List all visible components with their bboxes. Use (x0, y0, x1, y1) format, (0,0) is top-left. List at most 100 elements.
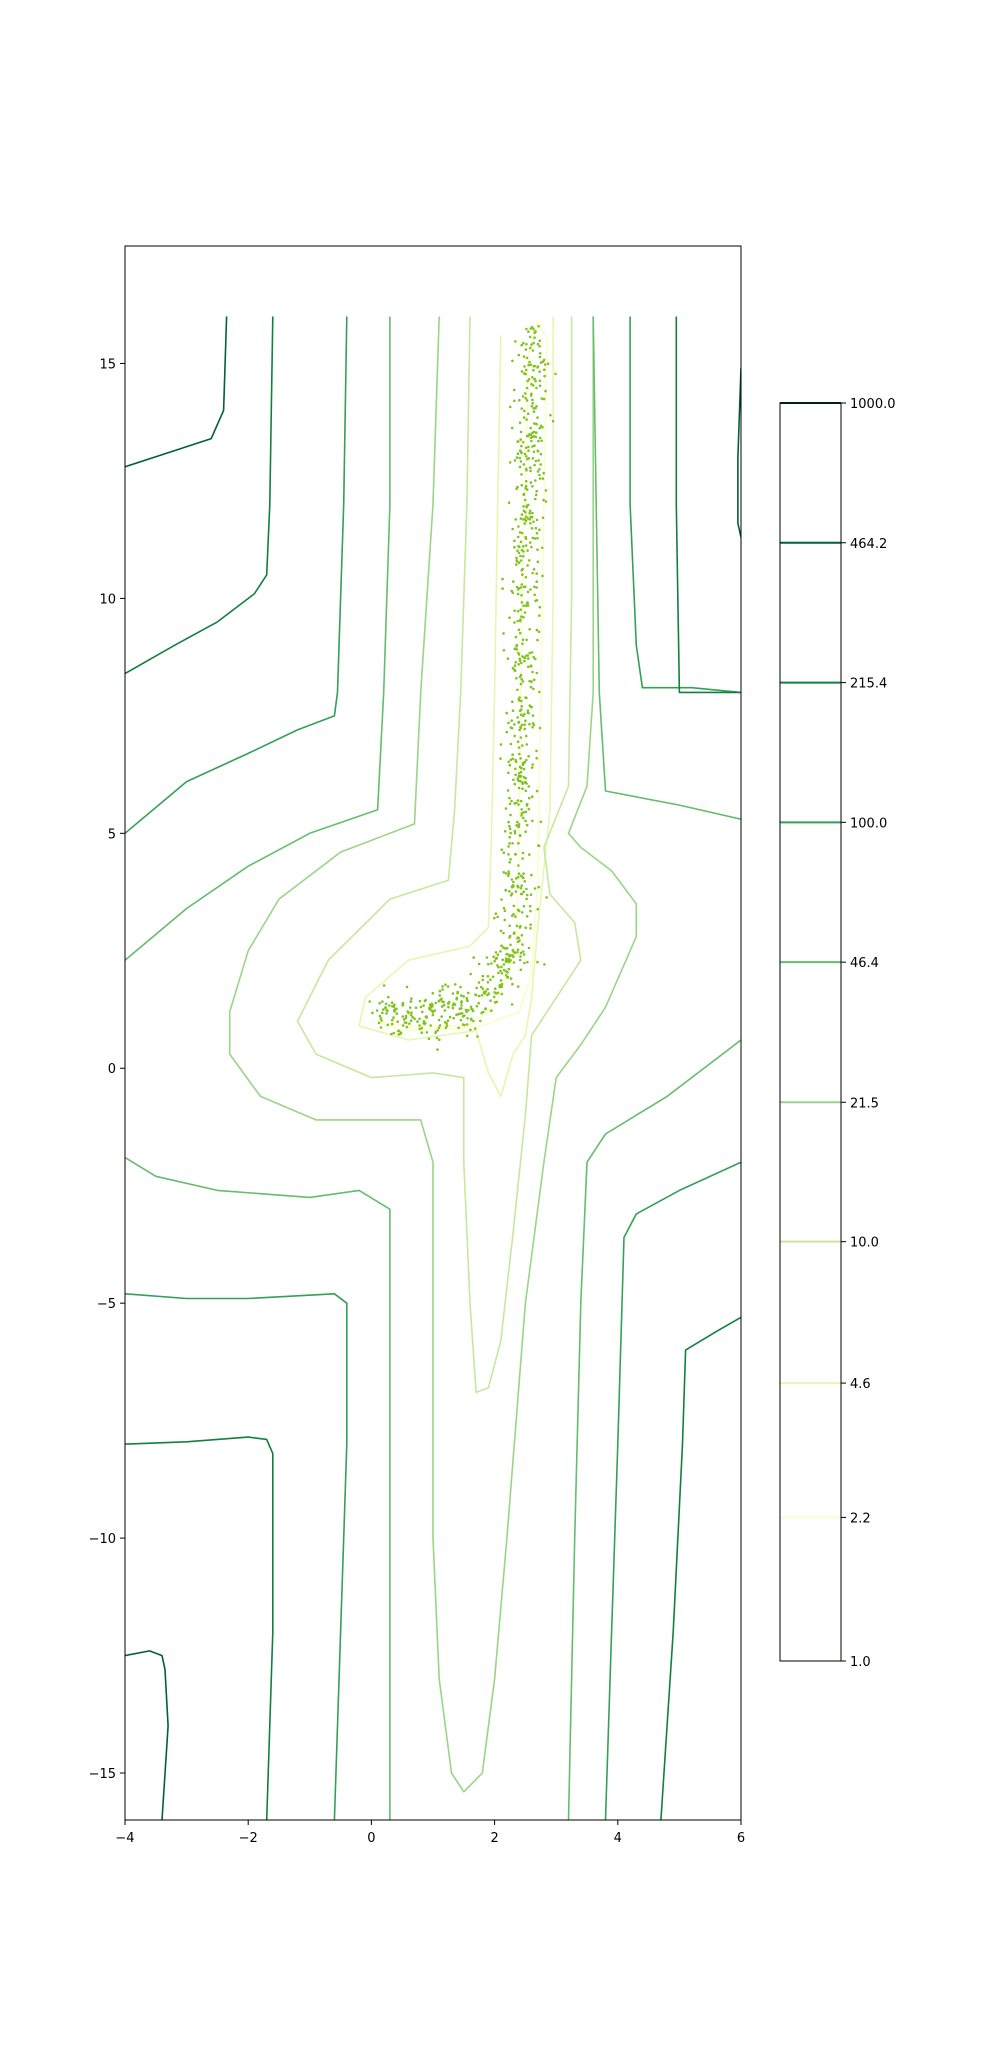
scatter-point (434, 1031, 437, 1035)
scatter-point (491, 975, 495, 979)
scatter-point (514, 773, 517, 777)
scatter-point (521, 744, 524, 747)
scatter-point (489, 999, 492, 1002)
contour-line-46.4-0 (125, 316, 391, 961)
scatter-point (524, 392, 527, 395)
scatter-point (395, 1012, 399, 1015)
scatter-point (531, 795, 534, 798)
scatter-point (507, 845, 510, 848)
scatter-point (537, 459, 540, 462)
scatter-point (508, 461, 512, 464)
scatter-point (493, 1001, 497, 1004)
scatter-point (465, 1034, 469, 1038)
scatter-point (520, 407, 524, 410)
scatter-point (522, 872, 525, 875)
scatter-point (539, 820, 543, 824)
scatter-point (481, 1010, 485, 1014)
scatter-point (526, 379, 529, 383)
scatter-point (429, 1024, 433, 1027)
scatter-point (541, 477, 545, 480)
scatter-point (542, 498, 545, 502)
scatter-point (517, 663, 520, 666)
scatter-point (436, 1048, 439, 1051)
scatter-point (517, 909, 521, 913)
scatter-point (509, 858, 512, 861)
scatter-point (521, 876, 524, 879)
scatter-point (510, 426, 514, 430)
scatter-point (515, 585, 519, 589)
scatter-point (514, 647, 517, 651)
scatter-point (440, 1005, 444, 1008)
scatter-point (469, 1005, 473, 1009)
scatter-point (514, 767, 517, 771)
x-tick-label: 4 (614, 1831, 622, 1846)
scatter-point (535, 671, 539, 675)
scatter-point (512, 580, 515, 583)
scatter-point (522, 463, 526, 466)
scatter-point (501, 577, 504, 581)
scatter-point (512, 388, 516, 392)
scatter-point (446, 985, 450, 988)
scatter-point (533, 887, 537, 890)
scatter-point (520, 678, 523, 681)
scatter-point (527, 363, 530, 367)
scatter-point (518, 834, 522, 837)
scatter-point (530, 873, 533, 877)
scatter-point (504, 889, 508, 892)
scatter-point (522, 604, 525, 607)
scatter-point (516, 716, 519, 719)
scatter-point (505, 953, 508, 956)
scatter-point (520, 812, 524, 815)
scatter-point (438, 1038, 441, 1042)
scatter-point (502, 851, 506, 854)
scatter-point (531, 398, 534, 402)
scatter-point (458, 1012, 462, 1015)
scatter-point (512, 880, 515, 884)
scatter-point (523, 522, 526, 525)
scatter-point (484, 990, 488, 993)
scatter-point (513, 931, 516, 934)
scatter-point (511, 948, 515, 952)
scatter-point (393, 1007, 397, 1011)
scatter-point (524, 537, 528, 540)
scatter-point (518, 631, 522, 635)
scatter-point (520, 705, 523, 708)
scatter-point (440, 1015, 444, 1018)
scatter-point (543, 963, 546, 966)
scatter-point (521, 573, 524, 576)
contour-line-2.2-0 (377, 320, 548, 1032)
scatter-point (455, 998, 458, 1001)
scatter-point (535, 586, 538, 589)
scatter-point (438, 1024, 442, 1027)
scatter-point (538, 614, 541, 617)
contour-line-4.6-0 (358, 316, 554, 1098)
scatter-point (507, 760, 510, 764)
scatter-point (531, 376, 534, 379)
x-tick-label: 2 (490, 1831, 498, 1846)
scatter-point (469, 1028, 472, 1032)
scatter-point (447, 1000, 451, 1004)
scatter-point (524, 519, 528, 523)
scatter-point (504, 970, 508, 973)
scatter-point (535, 628, 539, 632)
scatter-point (430, 1009, 434, 1012)
scatter-point (518, 421, 522, 425)
scatter-point (529, 426, 532, 430)
colorbar-tick-label: 215.4 (850, 677, 887, 692)
scatter-point (536, 416, 539, 419)
scatter-point (519, 713, 523, 716)
scatter-point (522, 493, 525, 497)
scatter-point (438, 994, 442, 997)
scatter-point (527, 378, 531, 381)
scatter-point (496, 915, 500, 919)
scatter-point (523, 611, 527, 614)
scatter-point (532, 368, 535, 372)
scatter-point (515, 559, 519, 562)
scatter-point (514, 890, 518, 893)
scatter-point (503, 909, 507, 913)
scatter-point (528, 360, 531, 364)
scatter-point (518, 545, 521, 549)
scatter-point (474, 993, 477, 996)
scatter-point (530, 527, 534, 530)
scatter-point (528, 853, 531, 856)
